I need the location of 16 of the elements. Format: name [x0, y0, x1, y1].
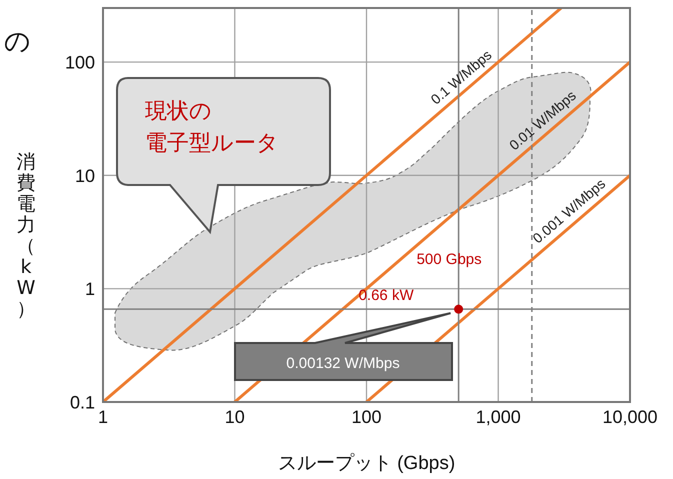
y-tick-label: 100 [64, 52, 95, 72]
x-tick-label: 10,000 [602, 406, 658, 427]
x-tick-label: 10 [224, 406, 245, 427]
text: の [4, 27, 31, 57]
annotation: 0.00132 W/Mbps [286, 355, 400, 372]
x-tick-label: 1 [98, 406, 108, 427]
annotation: 0.66 kW [358, 287, 414, 304]
y-axis-title: 消費電力（kW） [16, 151, 36, 320]
annotation: 500 Gbps [416, 251, 482, 268]
y-tick-label: 0.1 [70, 392, 95, 412]
annotation: 現状の電子型ルータ [145, 99, 279, 156]
x-tick-label: 100 [351, 406, 382, 427]
y-tick-label: 10 [74, 166, 95, 186]
y-tick-label: 1 [84, 279, 95, 300]
x-tick-label: 1,000 [476, 406, 521, 427]
x-axis-title: スループット (Gbps) [278, 453, 456, 474]
